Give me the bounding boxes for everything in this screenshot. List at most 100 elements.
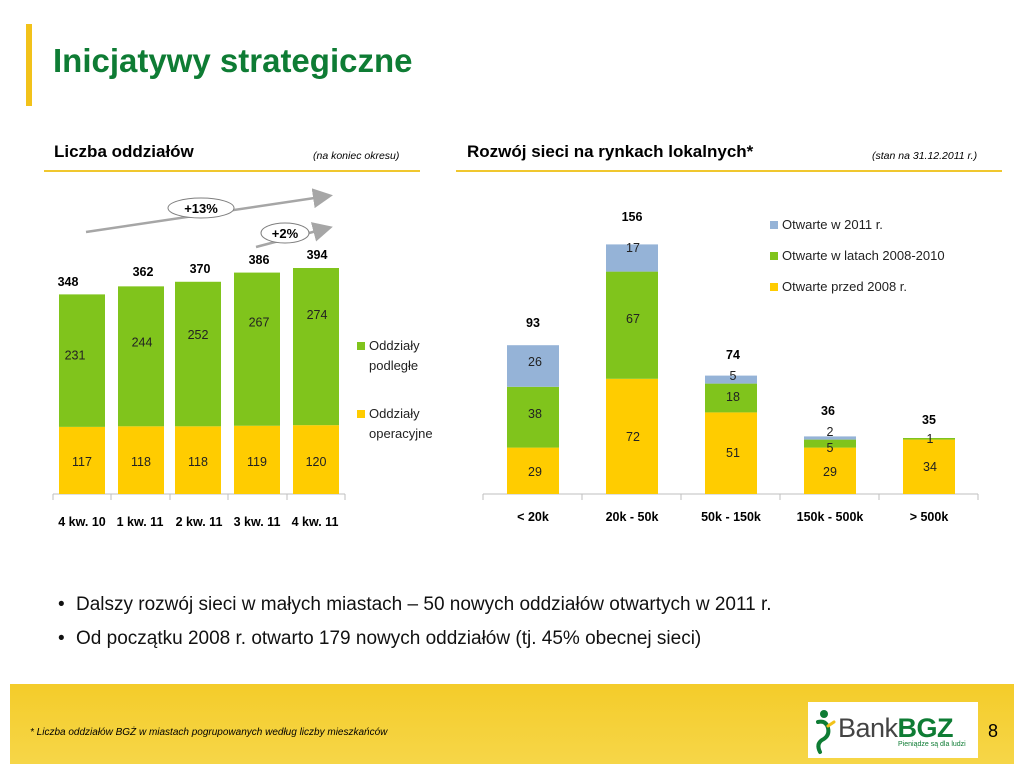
bar-segment <box>234 272 280 426</box>
growth-badge-2 <box>260 222 310 244</box>
bar-segment <box>606 378 658 494</box>
x-tick-label: 4 kw. 11 <box>292 515 339 529</box>
bar-segment <box>903 439 955 494</box>
legend-label: Oddziały <box>369 406 420 421</box>
x-tick-label: 3 kw. 11 <box>234 515 281 529</box>
data-label: 29 <box>528 465 542 479</box>
bar-segment <box>705 383 757 413</box>
data-label: 274 <box>307 308 328 322</box>
logo-slogan: Pieniądze są dla ludzi <box>898 741 966 748</box>
data-label: 29 <box>823 465 837 479</box>
data-label: 252 <box>188 328 209 342</box>
bar-segment <box>293 268 339 426</box>
data-label: 5 <box>730 369 737 383</box>
legend-swatch <box>770 283 778 291</box>
bank-logo: BankBGZ <box>838 713 954 744</box>
total-label: 156 <box>622 210 643 224</box>
growth-label-13: +13% <box>184 201 218 216</box>
x-tick-label: > 500k <box>910 510 949 524</box>
data-label: 267 <box>249 316 270 330</box>
legend-swatch <box>357 342 365 350</box>
total-label: 386 <box>249 253 270 267</box>
bullet-text: Dalszy rozwój sieci w małych miastach – … <box>76 594 772 615</box>
total-label: 35 <box>922 413 936 427</box>
logo-text-bold: BGZ <box>897 713 954 743</box>
bullet-item: • Dalszy rozwój sieci w małych miastach –… <box>58 594 772 615</box>
total-label: 370 <box>190 262 211 276</box>
data-label: 231 <box>65 348 86 362</box>
data-label: 72 <box>626 430 640 444</box>
legend-label: operacyjne <box>369 426 433 441</box>
bar-segment <box>507 345 559 387</box>
legend-label: Otwarte w 2011 r. <box>782 217 883 232</box>
left-chart-title: Liczba oddziałów <box>54 142 194 161</box>
bar-segment <box>234 425 280 494</box>
left-section-rule <box>44 170 420 172</box>
bar-segment <box>507 447 559 494</box>
left-chart-note: (na koniec okresu) <box>313 150 400 162</box>
data-label: 118 <box>188 455 208 469</box>
legend-label: Otwarte w latach 2008-2010 <box>782 248 945 263</box>
data-label: 34 <box>923 460 937 474</box>
bar-segment <box>804 447 856 494</box>
legend-swatch <box>770 221 778 229</box>
bar-segment <box>705 375 757 384</box>
data-label: 119 <box>247 455 267 469</box>
x-tick-label: 2 kw. 11 <box>176 515 223 529</box>
data-label: 26 <box>528 355 542 369</box>
x-tick-label: 50k - 150k <box>701 510 761 524</box>
total-label: 394 <box>307 248 328 262</box>
legend-label: podległe <box>369 358 418 373</box>
x-tick-label: 20k - 50k <box>606 510 659 524</box>
total-label: 348 <box>58 275 79 289</box>
x-tick-label: < 20k <box>517 510 549 524</box>
bar-segment <box>804 439 856 448</box>
data-label: 18 <box>726 390 740 404</box>
bar-segment <box>705 412 757 494</box>
footnote: * Liczba oddziałów BGŻ w miastach pogrup… <box>30 727 388 738</box>
data-label: 118 <box>131 455 151 469</box>
legend-label: Otwarte przed 2008 r. <box>782 279 907 294</box>
total-label: 93 <box>526 316 540 330</box>
right-chart-title: Rozwój sieci na rynkach lokalnych* <box>467 142 754 161</box>
bar-segment <box>59 426 105 494</box>
data-label: 51 <box>726 446 740 460</box>
logo-text: Bank <box>838 713 898 743</box>
bar-segment <box>903 438 955 440</box>
right-section-rule <box>456 170 1002 172</box>
total-label: 74 <box>726 348 740 362</box>
legend-swatch <box>770 252 778 260</box>
data-label: 117 <box>72 455 92 469</box>
bank-logo-figure-icon <box>816 710 836 754</box>
data-label: 2 <box>827 425 834 439</box>
x-tick-label: 4 kw. 10 <box>58 515 106 529</box>
page-title: Inicjatywy strategiczne <box>53 42 413 79</box>
bullet-list: • Dalszy rozwój sieci w małych miastach –… <box>58 594 772 662</box>
bar-segment <box>59 294 105 427</box>
logo-card <box>808 702 978 758</box>
total-label: 36 <box>821 404 835 418</box>
data-label: 38 <box>528 407 542 421</box>
total-label: 362 <box>133 265 154 279</box>
bar-segment <box>118 286 164 427</box>
bar-segment <box>175 426 221 494</box>
data-label: 244 <box>132 335 153 349</box>
data-label: 1 <box>927 432 934 446</box>
bar-segment <box>118 426 164 494</box>
bullet-text: Od początku 2008 r. otwarto 179 nowych o… <box>76 628 702 649</box>
right-chart-note: (stan na 31.12.2011 r.) <box>872 150 978 162</box>
data-label: 5 <box>827 441 834 455</box>
data-label: 17 <box>626 241 640 255</box>
bar-segment <box>606 271 658 379</box>
legend-label: Oddziały <box>369 338 420 353</box>
growth-badge-13 <box>167 197 235 219</box>
legend-swatch <box>357 410 365 418</box>
data-label: 67 <box>626 312 640 326</box>
x-tick-label: 150k - 500k <box>797 510 864 524</box>
bar-segment <box>507 386 559 448</box>
bullet-item: • Od początku 2008 r. otwarto 179 nowych … <box>58 628 702 649</box>
bar-segment <box>606 244 658 272</box>
x-tick-label: 1 kw. 11 <box>117 515 164 529</box>
